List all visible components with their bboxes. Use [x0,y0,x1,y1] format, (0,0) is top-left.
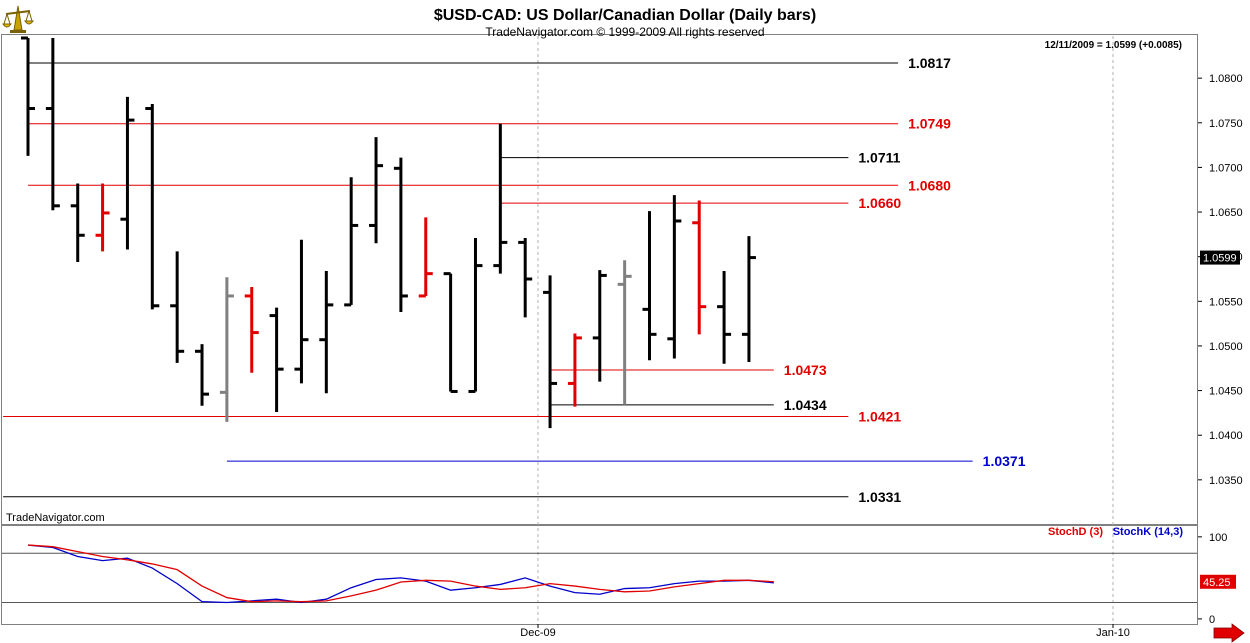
ohlc-bar [21,36,35,156]
level-label: 1.0711 [858,150,900,166]
x-tick-label: Jan-10 [1096,627,1130,639]
watermark: TradeNavigator.com [6,512,105,524]
ohlc-bar [95,183,110,252]
ohlc-bar [70,183,85,263]
stoch-last-label: 45.25 [1203,577,1231,589]
ohlc-bar [443,272,458,393]
stoch-last-box [1200,574,1236,589]
level-label: 1.0817 [908,55,951,71]
stoch-y-tick-label: 0 [1209,614,1215,626]
ohlc-bar [244,287,259,373]
ohlc-bar [319,270,334,394]
stoch-lines [2,544,1197,604]
stoch-legend-entry: StochD (3) [1048,526,1103,538]
last-price-label: 1.0599 [1203,253,1237,265]
y-tick-label: 1.0400 [1209,430,1243,442]
ohlc-bar [145,104,160,310]
ohlc-bar [219,277,234,422]
y-tick-label: 1.0800 [1209,73,1243,85]
ohlc-bar [468,237,483,393]
chart-title: $USD-CAD: US Dollar/Canadian Dollar (Dai… [434,7,816,24]
y-tick-label: 1.0650 [1209,207,1243,219]
scales-icon [2,5,34,33]
level-label: 1.0434 [784,397,827,413]
level-label: 1.0749 [908,116,951,132]
ohlc-bar [269,307,284,412]
level-label: 1.0680 [908,177,951,193]
ohlc-bar [418,217,433,298]
last-price-box [1200,250,1240,265]
y-tick-label: 1.0750 [1209,118,1243,130]
ohlc-bar [518,237,533,318]
ohlc-bar [120,96,135,250]
level-label: 1.0473 [784,362,827,378]
level-lines: 1.0817 1.0749 1.0711 1.0680 1.0660 1.0473 1.04… [3,55,1026,505]
stoch-series-line [27,544,774,603]
ohlc-bar [667,195,682,359]
ohlc-bar [741,236,756,363]
y-tick-label: 1.0450 [1209,386,1243,398]
ohlc-bar [344,177,359,307]
stoch-legend: StochD (3) StochK (14,3) [1048,526,1183,538]
ohlc-bar [592,270,607,382]
price-bars [21,36,756,429]
stoch-y-tick-label: 100 [1209,532,1227,544]
y-tick-label: 1.0500 [1209,341,1243,353]
ohlc-bar [717,270,732,364]
last-info: 12/11/2009 = 1.0599 (+0.0085) [1045,40,1182,51]
level-label: 1.0371 [983,453,1026,469]
ohlc-bar [692,200,707,335]
chart-subtitle: TradeNavigator.com © 1999-2009 All right… [485,25,764,39]
grid-lines [537,36,1114,623]
level-label: 1.0421 [858,408,901,424]
ohlc-bar [642,211,657,361]
level-label: 1.0660 [858,195,901,211]
ohlc-bar [369,137,384,244]
stoch-series-line [27,544,774,604]
date-axis: Dec-09 Jan-10 [520,624,1130,639]
y-tick-label: 1.0550 [1209,296,1243,308]
ohlc-bar [294,239,309,384]
ohlc-bar [543,275,558,429]
ohlc-bar [45,38,60,211]
y-tick-label: 1.0350 [1209,475,1243,487]
ohlc-bar [195,344,210,406]
ohlc-bar [617,260,632,405]
stoch-legend-entry: StochK (14,3) [1113,526,1184,538]
right-arrow-icon[interactable] [1213,623,1245,643]
ohlc-bar [393,157,408,313]
x-tick-label: Dec-09 [520,627,555,639]
y-tick-label: 1.0700 [1209,162,1243,174]
ohlc-bar [493,123,508,274]
price-axis: 1.03501.04001.04501.05001.05501.06001.06… [1198,73,1243,487]
level-label: 1.0331 [858,489,901,505]
ohlc-bar [170,251,185,363]
ohlc-bar [567,333,582,407]
stoch-axis: 100 0 45.25 [1198,532,1236,626]
